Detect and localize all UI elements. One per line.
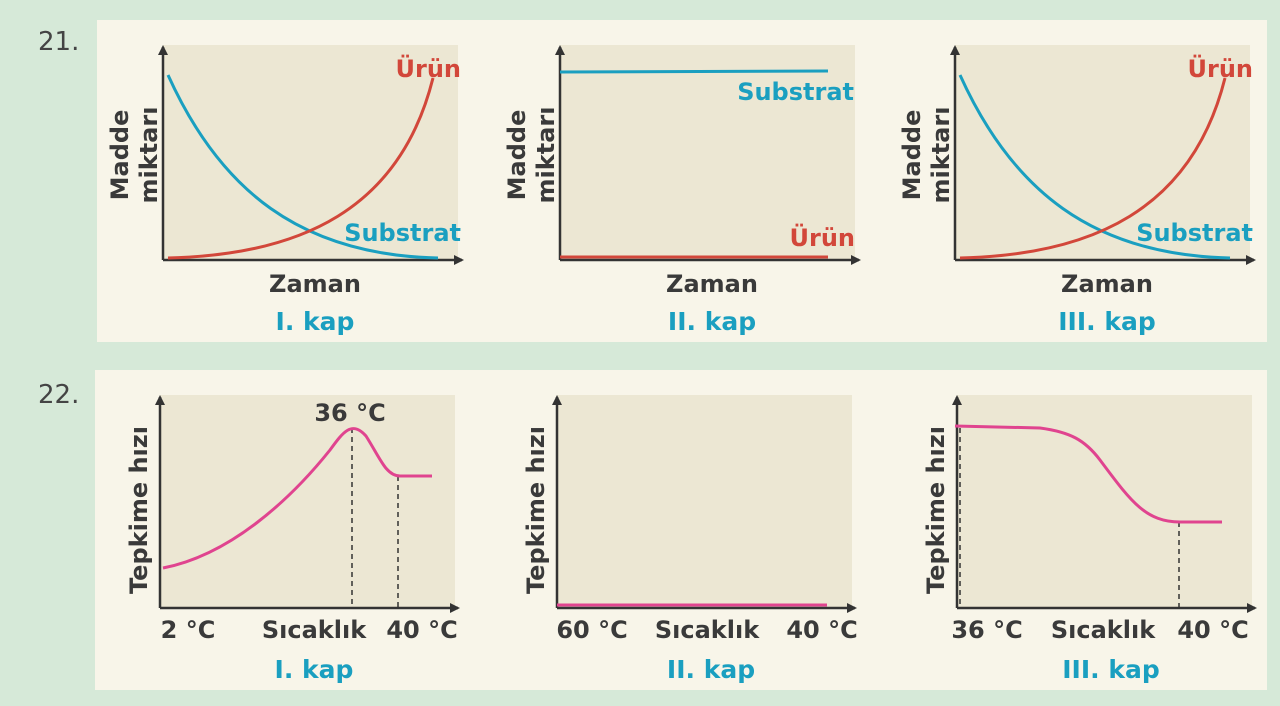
x-axis-label: Sıcaklık [1051,616,1156,644]
y-axis-label: Madde [898,110,926,201]
x-start-label: 60 °C [556,616,627,644]
substrate-curve [166,74,439,260]
x-end-label: 40 °C [786,616,857,644]
y-axis-label: Tepkime hızı [922,426,950,594]
product-curve [959,77,1227,260]
question-number: 22. [38,380,79,410]
x-axis-label: Zaman [1061,270,1153,298]
substrate-label: Substrat [1136,219,1253,247]
x-start-label: 2 °C [161,616,216,644]
x-axis-label: Zaman [666,270,758,298]
plot-area [557,395,852,608]
substrate-curve [958,74,1231,260]
x-axis-label: Zaman [269,270,361,298]
graph: Tepkime hızı 2 °C Sıcaklık 40 °C 36 °C I. kap [125,395,460,684]
rate-curve [162,427,432,570]
rate-curve [954,424,1222,524]
y-axis-label: miktarı [135,107,163,204]
caption: II. kap [667,655,755,684]
y-axis-label: Tepkime hızı [125,426,153,594]
graph: Madde miktarı Zaman I. kap Ürün Substrat [106,45,464,336]
x-start-label: 36 °C [951,616,1022,644]
substrate-label: Substrat [344,219,461,247]
caption: I. kap [275,655,354,684]
x-axis-label: Sıcaklık [655,616,760,644]
y-axis-label: Tepkime hızı [522,426,550,594]
caption: III. kap [1062,655,1160,684]
y-axis-label: miktarı [927,107,955,204]
question-number: 21. [38,27,79,57]
product-label: Ürün [396,53,462,83]
graph: Madde miktarı Zaman III. kap Ürün Substrat [898,45,1256,336]
peak-label: 36 °C [314,399,385,427]
caption: II. kap [668,307,756,336]
y-axis-label: Madde [503,110,531,201]
x-end-label: 40 °C [386,616,457,644]
substrate-label: Substrat [737,78,854,106]
y-axis-label: Madde [106,110,134,201]
product-label: Ürün [1188,53,1254,83]
x-end-label: 40 °C [1177,616,1248,644]
caption: III. kap [1058,307,1156,336]
graph: Madde miktarı Zaman II. kap Substrat Ürün [503,45,861,336]
caption: I. kap [276,307,355,336]
plot-area [957,395,1252,608]
x-axis-label: Sıcaklık [262,616,367,644]
product-label: Ürün [790,222,856,252]
y-axis-label: miktarı [532,107,560,204]
substrate-curve [559,69,829,74]
plot-area [160,395,455,608]
product-curve [167,77,435,260]
plot-area [560,45,855,260]
